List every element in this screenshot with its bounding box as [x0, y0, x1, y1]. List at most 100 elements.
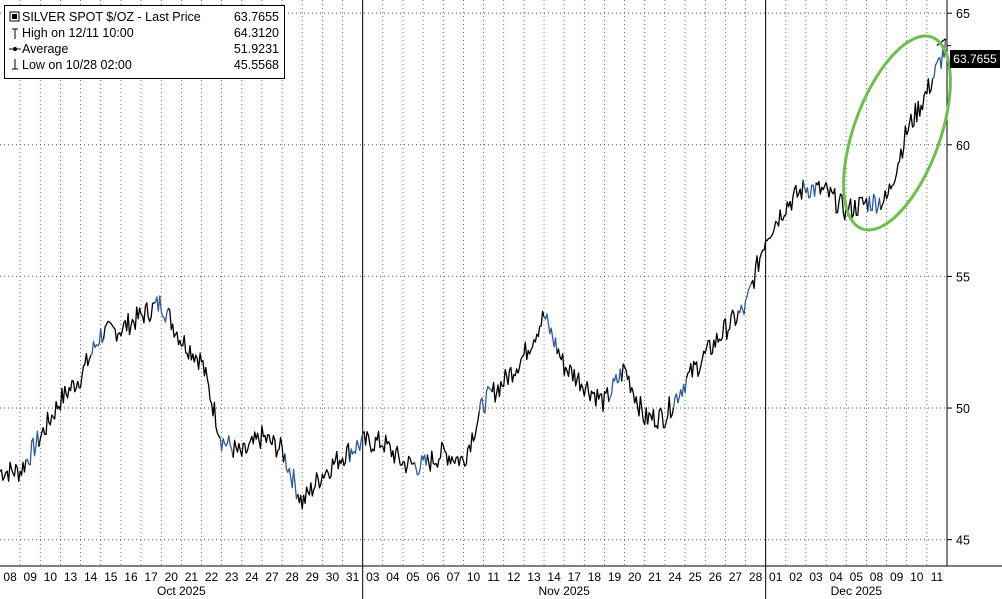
price-line-segment — [634, 395, 649, 426]
price-line-segment — [698, 339, 713, 372]
price-line-segment — [478, 385, 493, 414]
price-line-segment — [621, 363, 636, 404]
low-marker-icon — [9, 57, 21, 73]
price-line-segment — [737, 283, 752, 316]
price-line-segment — [439, 441, 455, 466]
x-tick-label: 16 — [124, 570, 138, 584]
x-tick-label: 17 — [568, 570, 582, 584]
x-tick-label: 09 — [890, 570, 904, 584]
average-marker-icon — [9, 41, 21, 57]
x-tick-label: 10 — [910, 570, 924, 584]
x-tick-label: 20 — [628, 570, 642, 584]
price-line-segment — [51, 385, 66, 420]
month-label: Oct 2025 — [157, 584, 206, 598]
x-tick-label: 17 — [144, 570, 158, 584]
price-line-segment — [193, 352, 208, 379]
price-line-segment — [413, 454, 429, 476]
price-line-segment — [595, 387, 610, 412]
price-line-segment — [12, 459, 27, 482]
x-tick-label: 05 — [850, 570, 864, 584]
x-tick-label: 04 — [830, 570, 844, 584]
x-tick-label: 28 — [749, 570, 763, 584]
price-line-segment — [64, 379, 79, 399]
price-line-segment — [608, 368, 623, 403]
x-tick-label: 09 — [24, 570, 38, 584]
plot-area — [0, 38, 947, 510]
x-tick-label: 08 — [3, 570, 17, 584]
price-line-segment — [167, 307, 182, 347]
price-line-segment — [154, 295, 170, 323]
month-label: Dec 2025 — [831, 584, 883, 598]
x-tick-label: 28 — [285, 570, 299, 584]
x-tick-label: 19 — [608, 570, 622, 584]
x-tick-label: 21 — [185, 570, 199, 584]
x-tick-label: 20 — [165, 570, 179, 584]
price-line-segment — [659, 396, 675, 429]
high-marker-icon — [9, 25, 21, 41]
x-tick-label: 30 — [326, 570, 340, 584]
price-line-segment — [232, 439, 247, 458]
x-tick-label: 11 — [931, 570, 944, 584]
x-tick-label: 13 — [527, 570, 541, 584]
x-tick-label: 31 — [346, 570, 360, 584]
price-line-segment — [102, 320, 118, 342]
price-line-segment — [115, 312, 131, 342]
y-tick-label: 65 — [956, 7, 970, 21]
x-tick-label: 10 — [44, 570, 58, 584]
x-tick-label: 27 — [729, 570, 743, 584]
legend-high-value: 64.3120 — [233, 26, 279, 40]
price-line-segment — [128, 306, 144, 336]
price-line-segment — [815, 180, 830, 198]
price-line-segment — [426, 450, 441, 472]
price-line-segment — [750, 249, 765, 290]
price-line-segment — [582, 381, 597, 407]
price-line-segment — [349, 432, 364, 462]
legend-title-row: SILVER SPOT $/OZ - Last Price 63.7655 — [9, 9, 279, 25]
price-line-segment — [672, 378, 688, 408]
price-line-segment — [919, 78, 934, 117]
y-tick-label: 60 — [956, 139, 970, 153]
x-tick-label: 24 — [245, 570, 259, 584]
x-tick-label: 02 — [789, 570, 803, 584]
x-axis: 08 09 10 13 14 15 16 17 20 21 22 23 24 27 28 29 30 31 03 04… — [0, 565, 1002, 598]
x-tick-label: 01 — [769, 570, 783, 584]
price-line-segment — [258, 425, 273, 450]
y-tick-label: 50 — [956, 402, 970, 416]
x-tick-label: 27 — [265, 570, 279, 584]
price-line-segment — [245, 431, 260, 454]
x-tick-label: 15 — [104, 570, 118, 584]
legend-average-value: 51.9231 — [233, 42, 279, 56]
legend-box: SILVER SPOT $/OZ - Last Price 63.7655 Hi… — [4, 5, 285, 79]
price-line-segment — [77, 352, 92, 389]
price-line-segment — [867, 193, 882, 214]
square-icon — [9, 9, 21, 25]
price-line-segment — [556, 348, 571, 378]
price-line-segment — [711, 318, 726, 354]
price-line-segment — [141, 302, 156, 324]
x-tick-label: 10 — [467, 570, 481, 584]
x-tick-label: 12 — [507, 570, 521, 584]
price-line-segment — [828, 186, 843, 214]
price-line-segment — [906, 100, 921, 136]
legend-high-label: High on 12/11 10:00 — [22, 26, 134, 40]
legend-average-row: Average 51.9231 — [9, 41, 279, 57]
price-line-segment — [181, 335, 195, 363]
x-tick-label: 11 — [487, 570, 500, 584]
legend-low-value: 45.5568 — [233, 58, 279, 72]
price-line-segment — [206, 377, 221, 439]
price-line-segment — [530, 310, 545, 350]
price-line-segment — [465, 411, 480, 465]
price-line-segment — [932, 38, 947, 80]
price-line-segment — [569, 364, 584, 392]
price-line-segment — [789, 179, 804, 211]
x-tick-label: 08 — [870, 570, 884, 584]
price-line-segment — [284, 453, 299, 500]
x-tick-label: 21 — [648, 570, 662, 584]
x-tick-label: 22 — [205, 570, 219, 584]
x-tick-label: 05 — [406, 570, 420, 584]
x-tick-label: 14 — [84, 570, 98, 584]
x-tick-label: 13 — [64, 570, 78, 584]
x-tick-label: 04 — [386, 570, 400, 584]
price-line-segment — [763, 220, 778, 251]
price-line-segment — [25, 430, 40, 466]
